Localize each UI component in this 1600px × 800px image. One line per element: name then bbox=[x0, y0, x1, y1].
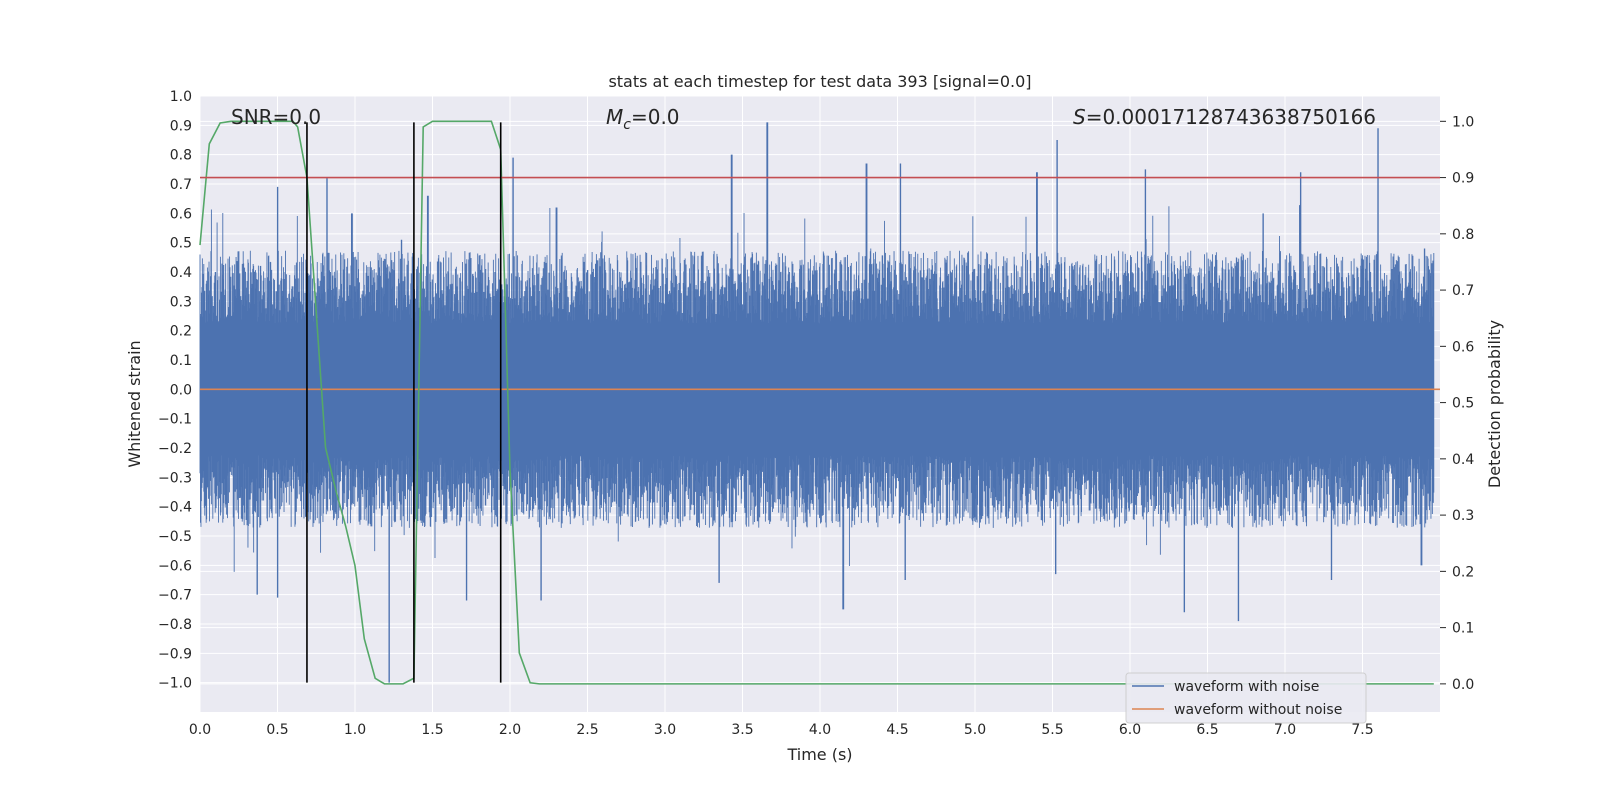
chirp-mass-value: =0.0 bbox=[631, 105, 680, 129]
x-tick-label: 7.0 bbox=[1274, 722, 1296, 738]
snr-annotation: SNR=0.0 bbox=[231, 105, 321, 129]
y-axis-label: Whitened strain bbox=[125, 340, 144, 467]
significance-annotation: S=0.00017128743638750166 bbox=[1073, 105, 1376, 129]
y-tick-label: −0.9 bbox=[158, 646, 192, 662]
y-tick-label: −0.1 bbox=[158, 412, 192, 428]
y-tick-label: 0.8 bbox=[170, 148, 192, 164]
chirp-mass-symbol: M bbox=[606, 105, 623, 129]
y-right-tick-label: 0.0 bbox=[1452, 677, 1474, 693]
y-tick-label: −0.4 bbox=[158, 500, 192, 516]
x-tick-label: 6.0 bbox=[1119, 722, 1141, 738]
chirp-mass-annotation: Mc=0.0 bbox=[606, 105, 680, 133]
axis-ticks: 0.0 0.5 1.0 1.5 2.0 2.5 3.0 3.5 4.0 4.5 5.0 5.5 6.0 6… bbox=[158, 89, 1474, 738]
y-tick-label: 0.2 bbox=[170, 324, 192, 340]
y-tick-label: −0.8 bbox=[158, 617, 192, 633]
series-lines bbox=[199, 120, 1440, 685]
x-tick-label: 3.0 bbox=[654, 722, 676, 738]
y-tick-label: −0.2 bbox=[158, 441, 192, 457]
y-tick-label: 0.9 bbox=[170, 118, 192, 134]
y-right-tick-label: 0.7 bbox=[1452, 283, 1474, 299]
y-tick-label: −0.3 bbox=[158, 470, 192, 486]
x-tick-label: 1.5 bbox=[421, 722, 443, 738]
vertical-markers bbox=[306, 122, 502, 683]
y-right-tick-label: 0.8 bbox=[1452, 227, 1474, 243]
chirp-mass-subscript: c bbox=[623, 117, 631, 133]
x-tick-label: 0.5 bbox=[266, 722, 288, 738]
legend: waveform with noise waveform without noi… bbox=[1125, 672, 1367, 724]
y-right-tick-label: 0.3 bbox=[1452, 508, 1474, 524]
legend-box bbox=[1125, 672, 1367, 724]
y-tick-label: −0.6 bbox=[158, 558, 192, 574]
y-tick-label: 0.4 bbox=[170, 265, 192, 281]
y-right-tick-label: 0.9 bbox=[1452, 171, 1474, 187]
x-tick-label: 4.5 bbox=[886, 722, 908, 738]
x-tick-label: 1.0 bbox=[344, 722, 366, 738]
significance-symbol: S bbox=[1073, 105, 1086, 129]
y-right-tick-label: 0.1 bbox=[1452, 621, 1474, 637]
x-axis-label: Time (s) bbox=[786, 745, 852, 764]
y-tick-label: 0.6 bbox=[170, 206, 192, 222]
detection-probability-line bbox=[199, 120, 1434, 685]
y-tick-label: −0.5 bbox=[158, 529, 192, 545]
y-tick-label: 0.1 bbox=[170, 353, 192, 369]
y-tick-label: 0.5 bbox=[170, 236, 192, 252]
x-tick-label: 6.5 bbox=[1196, 722, 1218, 738]
y-tick-label: −0.7 bbox=[158, 588, 192, 604]
x-tick-label: 5.0 bbox=[964, 722, 986, 738]
y-right-tick-label: 0.6 bbox=[1452, 339, 1474, 355]
x-tick-label: 7.5 bbox=[1351, 722, 1373, 738]
legend-label-clean: waveform without noise bbox=[1174, 702, 1342, 718]
y-right-tick-label: 0.2 bbox=[1452, 564, 1474, 580]
y-axis-right-label: Detection probability bbox=[1485, 320, 1504, 488]
y-tick-label: 0.7 bbox=[170, 177, 192, 193]
significance-value: =0.00017128743638750166 bbox=[1086, 105, 1376, 129]
y-right-tick-label: 1.0 bbox=[1452, 114, 1474, 130]
chart-title: stats at each timestep for test data 393… bbox=[608, 72, 1031, 91]
y-tick-label: 0.3 bbox=[170, 294, 192, 310]
legend-label-noise: waveform with noise bbox=[1174, 679, 1319, 695]
x-tick-label: 2.0 bbox=[499, 722, 521, 738]
y-tick-label: −1.0 bbox=[158, 676, 192, 692]
x-tick-label: 3.5 bbox=[731, 722, 753, 738]
x-tick-label: 5.5 bbox=[1041, 722, 1063, 738]
y-right-tick-label: 0.5 bbox=[1452, 396, 1474, 412]
x-tick-label: 4.0 bbox=[809, 722, 831, 738]
y-tick-label: 1.0 bbox=[170, 89, 192, 105]
x-tick-label: 0.0 bbox=[189, 722, 211, 738]
y-tick-label: 0.0 bbox=[170, 382, 192, 398]
x-tick-label: 2.5 bbox=[576, 722, 598, 738]
y-right-tick-label: 0.4 bbox=[1452, 452, 1474, 468]
